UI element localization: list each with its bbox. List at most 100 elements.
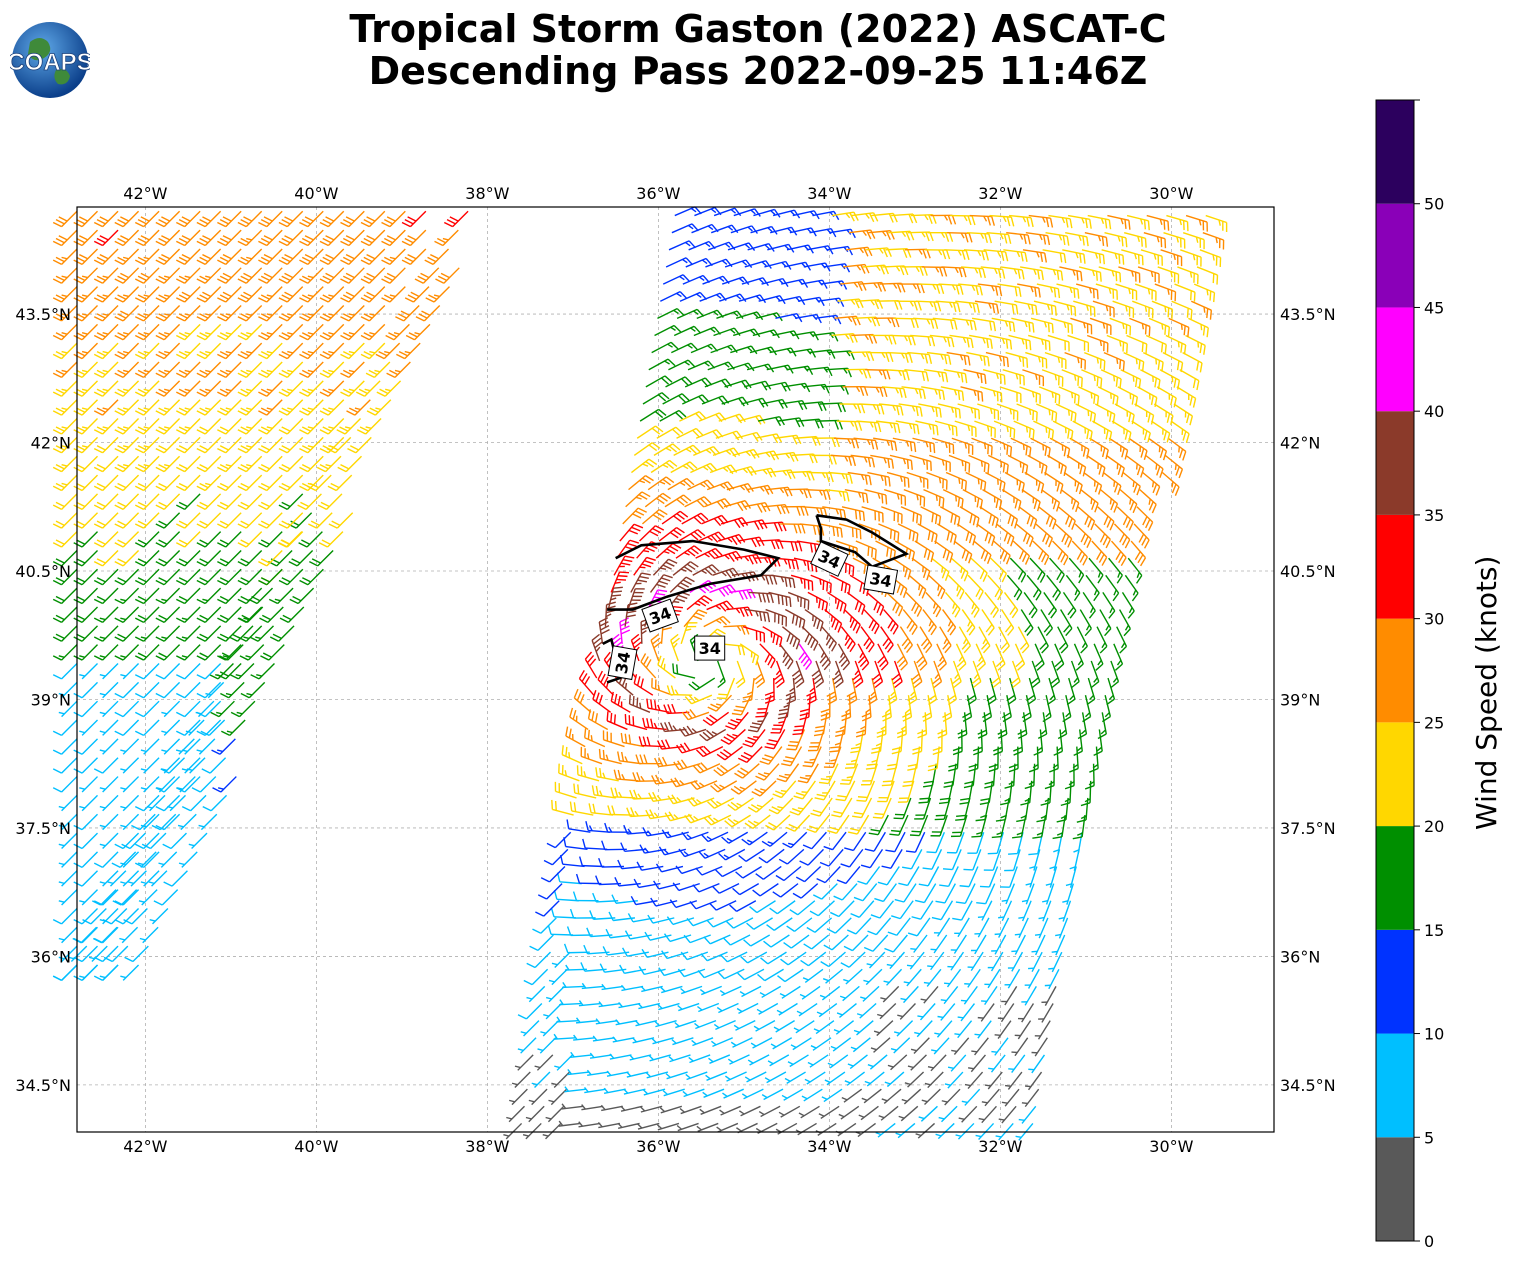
lon-tick-label-bottom: 42°W	[123, 1137, 167, 1156]
wind-barb	[340, 268, 364, 283]
colorbar-tick-label: 30	[1424, 610, 1444, 629]
wind-barb	[217, 305, 241, 320]
wind-barb	[948, 575, 964, 599]
wind-barb	[1163, 353, 1183, 372]
wind-barb	[120, 795, 138, 810]
wind-barb	[942, 1089, 960, 1105]
wind-barb	[220, 682, 244, 697]
wind-barb	[954, 541, 972, 563]
wind-barb	[956, 1123, 974, 1139]
wind-barb	[1011, 1038, 1027, 1056]
wind-barb	[258, 230, 282, 245]
wind-barb	[94, 343, 118, 358]
wind-barb	[1061, 490, 1079, 512]
wind-barb	[590, 1053, 612, 1058]
wind-barb	[238, 381, 262, 396]
wind-barb	[736, 1123, 757, 1132]
wind-barb	[115, 532, 139, 547]
wind-barb	[299, 211, 323, 226]
wind-barb	[258, 268, 282, 283]
wind-barb	[402, 249, 426, 264]
wind-barb	[1097, 627, 1107, 653]
wind-barb	[909, 575, 926, 598]
wind-barb	[556, 1017, 578, 1022]
wind-barb	[1180, 250, 1201, 267]
wind-barb	[176, 324, 200, 339]
wind-barb	[921, 986, 938, 1003]
wind-barb	[79, 664, 97, 679]
wind-barb	[808, 592, 828, 612]
wind-barb	[139, 890, 157, 905]
wind-barb	[238, 400, 262, 415]
wind-barb	[985, 473, 1005, 493]
wind-barb	[217, 494, 241, 509]
wind-barb	[120, 739, 138, 754]
wind-barb	[135, 569, 159, 584]
wind-barb	[593, 1036, 615, 1041]
wind-barb	[1129, 318, 1149, 336]
wind-barb	[176, 475, 200, 490]
wind-barb	[258, 400, 282, 415]
wind-barb	[925, 1072, 943, 1088]
wind-barb	[1018, 627, 1028, 653]
wind-barb	[187, 758, 205, 773]
wind-barb	[867, 592, 884, 615]
wind-barb	[1022, 370, 1043, 386]
wind-barb	[940, 507, 959, 527]
wind-barb	[176, 287, 200, 302]
wind-barb	[1001, 986, 1016, 1005]
wind-barb	[566, 727, 585, 747]
wind-barb	[299, 324, 323, 339]
wind-barb	[1098, 507, 1114, 530]
wind-barb	[653, 559, 677, 575]
wind-barb	[279, 211, 303, 226]
wind-barb	[340, 343, 364, 358]
wind-barb	[790, 901, 815, 915]
wind-barb	[1154, 404, 1173, 425]
wind-barb	[258, 211, 282, 226]
wind-barb	[874, 1021, 893, 1036]
wind-barb	[621, 985, 643, 990]
wind-barb	[279, 362, 303, 377]
wind-barb	[538, 1038, 556, 1053]
wind-barb	[884, 935, 907, 952]
wind-barb	[1058, 627, 1068, 653]
wind-barb	[821, 695, 830, 720]
wind-barb	[526, 1106, 544, 1121]
wind-barb	[161, 701, 179, 716]
wind-barb	[559, 764, 580, 781]
wind-barb	[1095, 404, 1114, 424]
wind-barb	[53, 494, 77, 509]
wind-barb	[1053, 815, 1066, 838]
wind-barb	[1045, 764, 1054, 789]
wind-barb	[258, 381, 282, 396]
wind-barb	[844, 610, 860, 634]
wind-barb	[156, 230, 180, 245]
wind-barb	[675, 1021, 697, 1028]
wind-barb	[299, 268, 323, 283]
wind-barb	[156, 324, 180, 339]
wind-barb	[1123, 473, 1140, 496]
wind-barb	[638, 1003, 660, 1008]
wind-barb	[1096, 284, 1117, 300]
wind-barb	[386, 324, 410, 339]
wind-barb	[598, 1122, 620, 1127]
wind-barb	[1101, 370, 1121, 389]
colorbar-tick-label: 50	[1424, 195, 1444, 214]
wind-barb	[231, 701, 255, 716]
wind-barb	[861, 849, 882, 867]
wind-barb	[182, 795, 206, 810]
wind-barb	[649, 1055, 671, 1061]
wind-barb	[1144, 233, 1166, 248]
wind-barb	[968, 1055, 985, 1072]
wind-barb	[799, 1106, 820, 1118]
wind-barb	[780, 644, 793, 669]
wind-barb	[1104, 353, 1124, 371]
wind-barb	[340, 230, 364, 245]
wind-barb	[176, 550, 200, 565]
wind-barb	[176, 343, 200, 358]
wind-barb	[156, 664, 180, 679]
wind-barb	[1044, 592, 1057, 618]
wind-barb	[156, 682, 180, 697]
wind-barb	[115, 550, 139, 565]
